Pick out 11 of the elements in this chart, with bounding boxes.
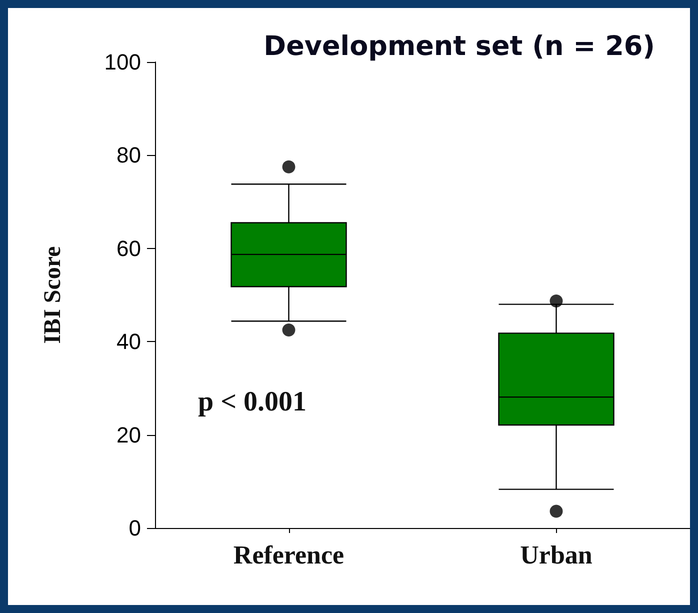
y-tick-label: 40 [116, 329, 141, 354]
y-axis-title: IBI Score [40, 246, 66, 344]
x-tick-label: Reference [233, 540, 344, 570]
annotation: p < 0.001 [198, 386, 307, 418]
y-tick-label: 60 [116, 236, 141, 261]
x-tick-label: Urban [520, 540, 593, 570]
y-tick-label: 80 [116, 142, 141, 168]
y-tick-label: 100 [104, 50, 141, 74]
y-tick-label: 20 [116, 422, 141, 448]
y-tick-label: 0 [128, 516, 141, 540]
chart-title: Development set (n = 26) [264, 31, 656, 62]
